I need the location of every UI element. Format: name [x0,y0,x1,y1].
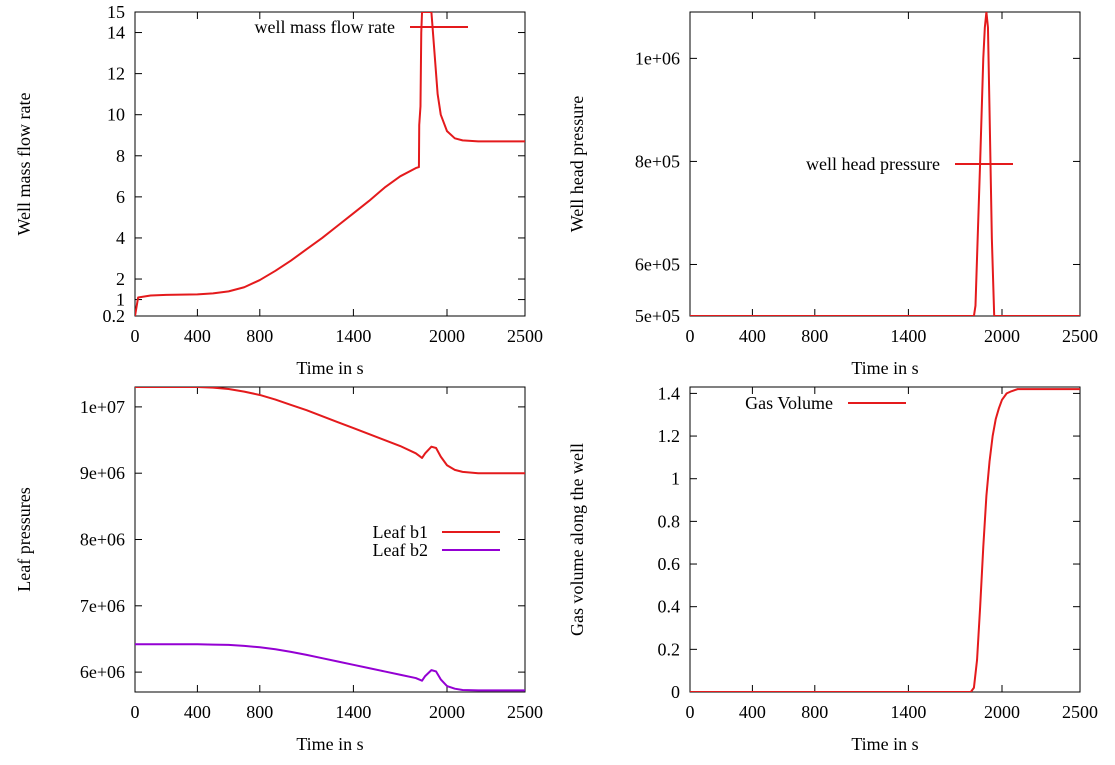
y-tick-label: 8 [116,146,125,166]
x-axis-label: Time in s [296,734,363,754]
chart-panel-3: 0 400 800 1400 2000 2500 6e+06 7e+06 8e+06 9e+06 1… [14,386,543,754]
series-line-1 [135,387,525,475]
plot-frame [134,11,526,317]
series-line-1 [135,12,525,316]
y-tick-label: 1e+06 [635,48,680,68]
x-axis-label: Time in s [851,358,918,378]
x-tick-label: 400 [739,702,766,722]
y-tick-label: 0.6 [658,554,681,574]
x-axis-label: Time in s [851,734,918,754]
plot-frame [689,386,1081,693]
y-axis-label: Well mass flow rate [14,92,34,235]
legend-label-2: Leaf b2 [373,540,428,560]
legend-label-1: well mass flow rate [255,17,395,37]
y-tick-label: 12 [107,64,125,84]
x-tick-label: 800 [246,702,273,722]
y-tick-label: 0.2 [103,306,126,326]
legend-label-1: Gas Volume [745,393,833,413]
y-tick-label: 10 [107,105,125,125]
y-tick-label: 9e+06 [80,463,125,483]
plot-frame [134,386,526,693]
legend-label-1: well head pressure [806,154,940,174]
y-tick-label: 14 [107,23,125,43]
y-tick-label: 2 [116,269,125,289]
y-tick-label: 6e+05 [635,254,680,274]
y-tick-label: 0.2 [658,639,681,659]
y-tick-label: 1 [116,290,125,310]
y-tick-label: 1.4 [658,383,681,403]
y-tick-label: 1e+07 [80,397,125,417]
x-tick-label: 2500 [1062,702,1098,722]
x-tick-label: 800 [801,702,828,722]
chart-panel-4: 0 400 800 1400 2000 2500 0 0.2 0.4 0.6 0.8 1 1.2 1.4 T… [567,383,1098,754]
x-tick-label: 1400 [335,326,371,346]
x-tick-label: 1400 [335,702,371,722]
y-tick-label: 6 [116,187,125,207]
x-tick-label: 2000 [429,702,465,722]
y-tick-label: 6e+06 [80,662,125,682]
x-tick-label: 2500 [1062,326,1098,346]
y-axis-label: Gas volume along the well [567,443,587,636]
x-tick-label: 400 [739,326,766,346]
x-tick-label: 0 [686,326,695,346]
x-tick-label: 0 [131,326,140,346]
y-tick-label: 0.4 [658,597,681,617]
x-tick-label: 0 [131,702,140,722]
legend-label-1: Leaf b1 [373,522,428,542]
x-axis-label: Time in s [296,358,363,378]
x-tick-label: 2000 [984,702,1020,722]
chart-panel-2: 0 400 800 1400 2000 2500 5e+05 6e+05 8e+05 1e+06 T… [567,11,1098,378]
y-tick-label: 8e+06 [80,530,125,550]
series-line-2 [135,643,525,692]
chart-panel-1: 0 400 800 1400 2000 25000.21246810121415Time … [14,2,543,378]
x-tick-label: 1400 [890,326,926,346]
y-tick-label: 4 [116,228,125,248]
x-tick-label: 2000 [429,326,465,346]
series-line-1 [690,12,1080,316]
x-tick-label: 2500 [507,702,543,722]
x-tick-label: 400 [184,702,211,722]
x-tick-label: 2000 [984,326,1020,346]
x-tick-label: 800 [246,326,273,346]
y-tick-label: 0.8 [658,511,681,531]
y-tick-label: 0 [671,682,680,702]
y-axis-label: Well head pressure [567,96,587,233]
y-tick-label: 8e+05 [635,151,680,171]
x-tick-label: 400 [184,326,211,346]
x-tick-label: 2500 [507,326,543,346]
y-tick-label: 5e+05 [635,306,680,326]
y-axis-label: Leaf pressures [14,487,34,591]
x-tick-label: 1400 [890,702,926,722]
y-tick-label: 1.2 [658,426,681,446]
y-tick-label: 1 [671,469,680,489]
y-tick-label: 7e+06 [80,596,125,616]
x-tick-label: 800 [801,326,828,346]
y-tick-label: 15 [107,2,125,22]
series-line-1 [690,388,1080,692]
x-tick-label: 0 [686,702,695,722]
